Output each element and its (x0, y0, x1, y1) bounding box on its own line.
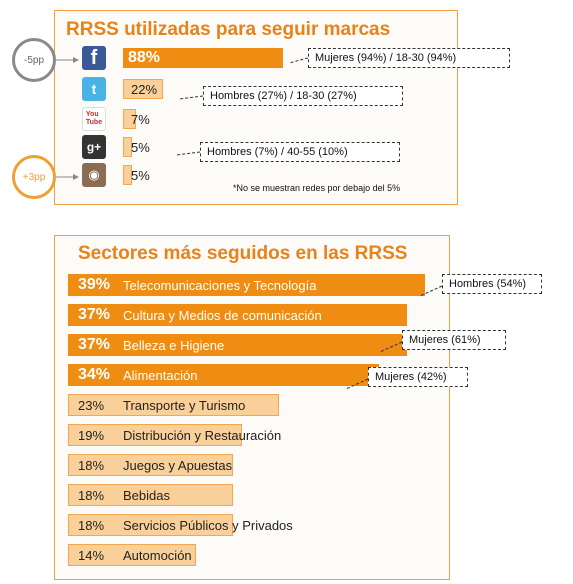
sector-bar (68, 364, 380, 386)
sector-bar (68, 424, 242, 446)
sector-label: Servicios Públicos y Privados (123, 518, 293, 533)
network-bar-label: 88% (128, 49, 161, 66)
network-bar-label: 22% (131, 82, 158, 97)
sector-callout: Mujeres (61%) (402, 330, 506, 350)
sector-pct: 34% (78, 366, 111, 383)
sector-label: Automoción (123, 548, 192, 563)
sector-bar (68, 394, 279, 416)
sector-callout: Mujeres (42%) (368, 367, 468, 387)
facebook-icon: f (82, 46, 106, 70)
increase-badge: +3pp (12, 155, 56, 199)
networks-panel (54, 10, 458, 205)
sector-bar (68, 454, 233, 476)
twitter-icon: t (82, 77, 106, 101)
sector-pct: 18% (78, 518, 105, 533)
callout-connector (345, 378, 369, 390)
sector-pct: 23% (78, 398, 105, 413)
sector-label: Transporte y Turismo (123, 398, 246, 413)
callout-connector (178, 95, 204, 100)
callout-connector (379, 341, 403, 353)
networks-footnote: *No se muestran redes por debajo del 5% (233, 183, 401, 193)
decrease-badge: -5pp (12, 38, 56, 82)
sector-label: Cultura y Medios de comunicación (123, 308, 322, 323)
sector-pct: 14% (78, 548, 105, 563)
callout-connector (288, 57, 309, 64)
sector-label: Alimentación (123, 368, 198, 383)
callout-connector (175, 151, 201, 156)
network-bar (123, 165, 133, 185)
sector-pct: 39% (78, 276, 111, 293)
sector-label: Bebidas (123, 488, 170, 503)
network-callout: Mujeres (94%) / 18-30 (94%) (308, 48, 510, 68)
sector-label: Belleza e Higiene (123, 338, 225, 353)
sector-bar (68, 334, 407, 356)
sector-pct: 18% (78, 458, 105, 473)
sector-label: Juegos y Apuestas (123, 458, 233, 473)
network-bar (123, 137, 133, 157)
instagram-icon: ◉ (82, 163, 106, 187)
network-bar (123, 79, 163, 99)
networks-chart-title: RRSS utilizadas para seguir marcas (66, 19, 391, 40)
sectors-chart-title: Sectores más seguidos en las RRSS (78, 243, 408, 264)
sector-bar (68, 484, 233, 506)
sector-pct: 18% (78, 488, 105, 503)
network-callout: Hombres (27%) / 18-30 (27%) (203, 86, 403, 106)
sector-label: Distribución y Restauración (123, 428, 282, 443)
network-callout: Hombres (7%) / 40-55 (10%) (200, 142, 400, 162)
callout-connector (419, 285, 443, 297)
sector-bar (68, 274, 425, 296)
googleplus-icon: g+ (82, 135, 106, 159)
youtube-icon: You Tube (82, 107, 106, 131)
sector-label: Telecomunicaciones y Tecnología (123, 278, 317, 293)
sector-bar (68, 544, 197, 566)
network-bar-label: 5% (131, 168, 150, 183)
sector-pct: 19% (78, 428, 105, 443)
network-bar-label: 5% (131, 140, 150, 155)
sector-pct: 37% (78, 336, 111, 353)
network-bar (123, 48, 283, 68)
network-bar-label: 7% (131, 112, 150, 127)
sector-callout: Hombres (54%) (442, 274, 542, 294)
sector-bar (68, 304, 407, 326)
network-bar (123, 109, 136, 129)
sector-pct: 37% (78, 306, 111, 323)
sector-bar (68, 514, 233, 536)
